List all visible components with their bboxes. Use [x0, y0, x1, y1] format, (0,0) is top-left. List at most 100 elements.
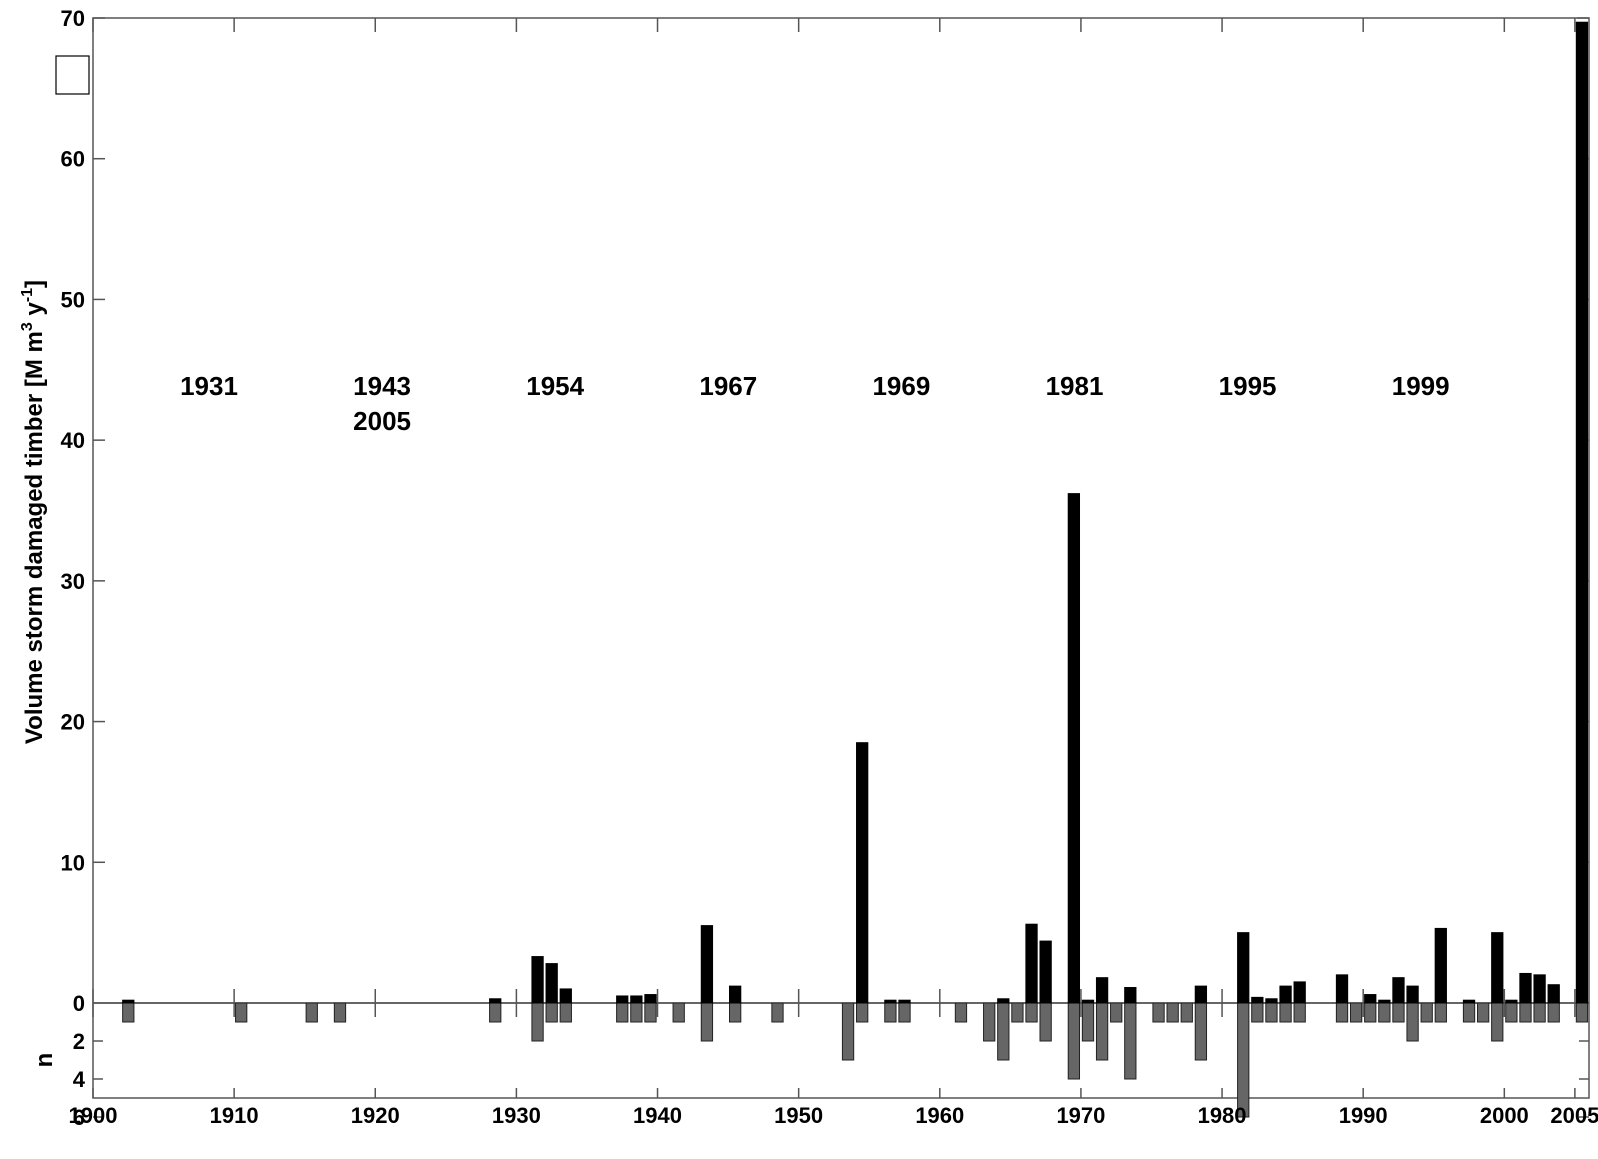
- count-bar: [1180, 1002, 1193, 1023]
- y-tick-label: 40: [61, 428, 85, 453]
- count-bar: [1039, 1002, 1052, 1042]
- volume-bar: [997, 998, 1010, 1004]
- count-bar: [1349, 1002, 1363, 1023]
- event-year-label: 1943: [353, 371, 411, 401]
- count-bar: [1491, 1002, 1504, 1042]
- x-tick-label: 1940: [633, 1103, 682, 1128]
- plot-frame: [92, 17, 1590, 1099]
- event-year-label: 1967: [699, 371, 757, 401]
- volume-bar: [1505, 999, 1518, 1004]
- x-tick-label: 1960: [915, 1103, 964, 1128]
- count-bar: [841, 1002, 855, 1061]
- volume-bar: [898, 999, 911, 1004]
- volume-bar: [630, 995, 643, 1004]
- count-bar: [1533, 1002, 1546, 1023]
- count-bar: [983, 1002, 996, 1042]
- legend-swatch: [55, 55, 90, 95]
- volume-bar: [1293, 981, 1306, 1004]
- count-bar: [644, 1002, 657, 1023]
- count-bar: [1124, 1002, 1137, 1080]
- y-tick-labels: 0 10 20 30 40 50 60 70 2 4 6: [61, 6, 86, 1130]
- y-axis-title: Volume storm damaged timber [M m3 y-1]: [19, 280, 48, 744]
- event-year-label: 1999: [1392, 371, 1450, 401]
- volume-bar: [856, 742, 869, 1004]
- count-bar: [489, 1002, 502, 1023]
- y-tick-label: 60: [61, 147, 85, 172]
- count-bar: [856, 1002, 869, 1023]
- count-bar: [1392, 1002, 1405, 1023]
- count-bar: [1011, 1002, 1024, 1023]
- count-bar: [898, 1002, 911, 1023]
- x-tick-label: 1990: [1339, 1103, 1388, 1128]
- volume-bar: [1039, 940, 1052, 1004]
- lower-y-tick-label: 4: [73, 1067, 86, 1092]
- count-bar: [1152, 1002, 1165, 1023]
- volume-bar: [1462, 999, 1476, 1004]
- count-bar: [1378, 1002, 1391, 1023]
- volume-bar: [1335, 974, 1349, 1004]
- count-bar: [1477, 1002, 1490, 1023]
- y-tick-label: 70: [61, 6, 85, 31]
- volume-bar: [1081, 999, 1095, 1004]
- volume-bar: [1025, 923, 1038, 1004]
- volume-bar: [700, 925, 714, 1004]
- count-bar: [1025, 1002, 1038, 1023]
- count-bar: [1095, 1002, 1109, 1061]
- count-series: [122, 1002, 1589, 1118]
- x-tick-label: 2000: [1480, 1103, 1529, 1128]
- event-year-label: 1954: [526, 371, 584, 401]
- event-year-label: 1931: [180, 371, 238, 401]
- volume-bar: [1364, 994, 1377, 1004]
- count-bar: [1293, 1002, 1306, 1023]
- volume-series: [122, 21, 1589, 1004]
- count-bar: [954, 1002, 968, 1023]
- volume-bar: [729, 985, 742, 1004]
- x-tick-label: 1900: [69, 1103, 118, 1128]
- volume-bar: [1124, 987, 1137, 1004]
- volume-bar: [884, 999, 897, 1004]
- count-bar: [1575, 1002, 1589, 1023]
- event-year-label: 1969: [872, 371, 930, 401]
- volume-bar: [1067, 493, 1081, 1004]
- count-bar: [1420, 1002, 1433, 1023]
- volume-bar: [1265, 998, 1278, 1004]
- x-tick-label: 1970: [1056, 1103, 1105, 1128]
- count-bar: [672, 1002, 685, 1023]
- axis-ticks: [92, 17, 1589, 1118]
- x-tick-label: 1910: [210, 1103, 259, 1128]
- count-bar: [1237, 1002, 1250, 1118]
- volume-bar: [1547, 984, 1560, 1004]
- count-bar: [1194, 1002, 1208, 1061]
- volume-bar: [1533, 974, 1546, 1004]
- y-tick-label: 20: [61, 710, 85, 735]
- count-bar: [235, 1002, 248, 1023]
- y-tick-label: 50: [61, 287, 85, 312]
- volume-bar: [644, 994, 657, 1004]
- volume-bar: [1575, 21, 1589, 1004]
- count-bar: [1547, 1002, 1560, 1023]
- count-bar: [1067, 1002, 1081, 1080]
- volume-bar: [1251, 996, 1264, 1004]
- x-tick-label: 1920: [351, 1103, 400, 1128]
- count-bar: [1434, 1002, 1447, 1023]
- x-tick-label: 1980: [1198, 1103, 1247, 1128]
- count-bar: [729, 1002, 742, 1023]
- event-year-label: 1981: [1046, 371, 1104, 401]
- lower-y-axis-title: n: [31, 1053, 58, 1068]
- volume-bar: [1406, 985, 1419, 1004]
- event-year-label: 2005: [353, 406, 411, 436]
- volume-bar: [122, 999, 135, 1004]
- volume-bar: [1519, 972, 1532, 1004]
- count-bar: [333, 1002, 347, 1023]
- count-bar: [1265, 1002, 1278, 1023]
- count-bar: [1505, 1002, 1518, 1023]
- count-bar: [531, 1002, 544, 1042]
- count-bar: [1406, 1002, 1419, 1042]
- lower-y-tick-label: 2: [73, 1029, 85, 1054]
- x-tick-labels: 1900 1910 1920 1930 1940 1950 1960 1970 1980 1990…: [69, 1103, 1598, 1128]
- event-year-labels: 1931 1943 2005 1954 1967 1969 1981 1995 1999: [180, 371, 1450, 436]
- count-bar: [305, 1002, 318, 1023]
- count-bar: [616, 1002, 629, 1023]
- volume-bar: [559, 988, 572, 1004]
